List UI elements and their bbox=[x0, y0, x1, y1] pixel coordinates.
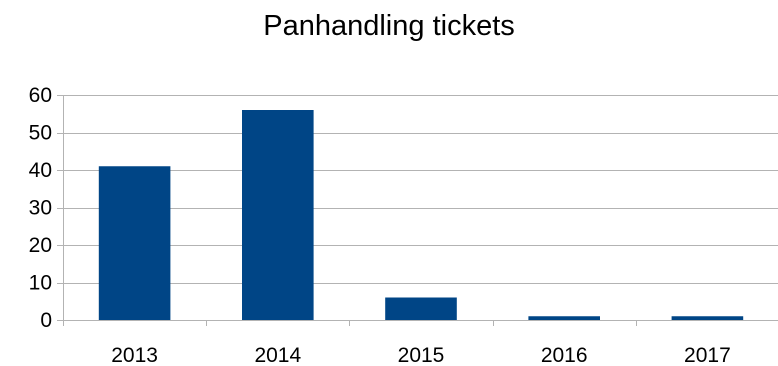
y-tick-label: 20 bbox=[29, 234, 52, 257]
bar-2014 bbox=[242, 110, 314, 320]
x-tick-label: 2014 bbox=[254, 344, 301, 366]
y-tick-label: 60 bbox=[29, 84, 52, 107]
bar-2015 bbox=[385, 297, 457, 320]
bar-2013 bbox=[98, 166, 171, 320]
y-tick-label: 30 bbox=[29, 197, 52, 220]
x-tick-label: 2015 bbox=[398, 344, 445, 366]
y-tick-label: 10 bbox=[29, 272, 52, 295]
y-tick-label: 50 bbox=[29, 122, 52, 145]
y-tick-label: 0 bbox=[40, 309, 52, 332]
x-tick-label: 2016 bbox=[541, 344, 588, 366]
x-tick-label: 2013 bbox=[111, 344, 158, 366]
chart-title: Panhandling tickets bbox=[263, 10, 515, 42]
x-tick-label: 2017 bbox=[684, 344, 731, 366]
bar-2016 bbox=[528, 316, 600, 320]
y-tick-label: 40 bbox=[29, 159, 52, 182]
bar-2017 bbox=[671, 316, 744, 320]
